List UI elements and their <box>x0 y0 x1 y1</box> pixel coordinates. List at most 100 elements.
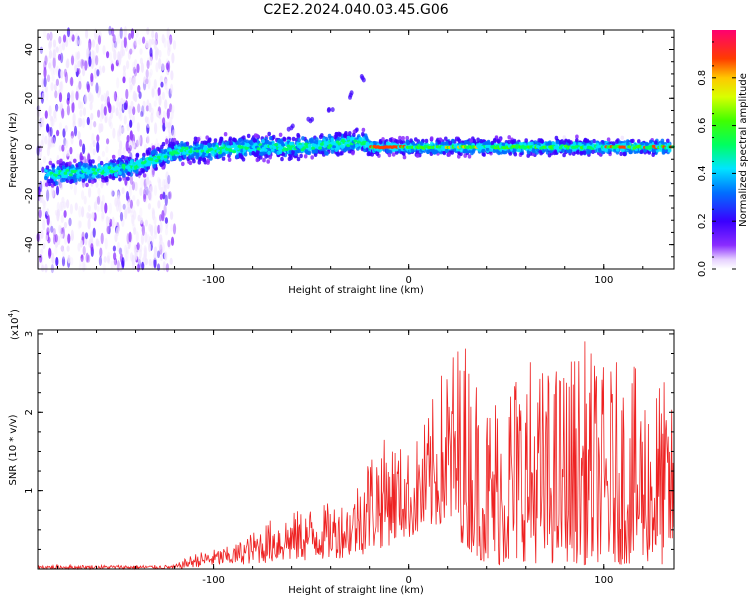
spectrogram-noise-cell <box>118 111 122 119</box>
spectrogram-noise-cell <box>148 242 152 253</box>
spectrogram-cell <box>260 151 264 157</box>
spectrogram-noise-cell <box>147 203 151 210</box>
spectrogram-ridge-cell <box>65 169 70 173</box>
spectrogram-noise-cell <box>52 134 56 144</box>
spectrogram-cell <box>45 165 50 170</box>
spectrogram-cell <box>197 160 202 165</box>
spectrogram-noise-cell <box>171 52 175 64</box>
spectrogram-ridge-cell <box>225 147 229 151</box>
spectrogram-noise-cell <box>146 59 150 70</box>
spectrogram-noise-cell <box>44 53 48 64</box>
spectrogram-cell <box>81 178 86 183</box>
spectrogram-noise-cell <box>105 90 110 98</box>
spectrogram-noise-cell <box>95 55 99 66</box>
spectrogram-noise-cell <box>61 41 66 51</box>
spectrogram-noise-cell <box>66 245 70 252</box>
colorbar-tick-label: 0.2 <box>697 213 708 229</box>
spectrogram-noise-cell <box>71 101 75 113</box>
spectrogram-cell <box>553 149 558 154</box>
spectrogram-noise-cell <box>55 185 60 196</box>
spectrogram-cell <box>615 139 619 144</box>
spectrogram-noise-cell <box>165 62 169 71</box>
spectrogram-cell <box>346 135 351 141</box>
spectrogram-cell <box>629 139 634 144</box>
spectrogram-noise-cell <box>70 92 74 104</box>
spectrogram-noise-cell <box>87 254 91 263</box>
snr-multiplier: (x104) <box>7 309 21 340</box>
spectrogram-noise-cell <box>96 195 101 205</box>
spectrogram-noise-cell <box>132 194 136 202</box>
spectrogram-noise-cell <box>128 184 132 197</box>
spectrogram-noise-cell <box>82 256 86 268</box>
spectrogram-noise-cell <box>157 200 161 209</box>
spectrogram-cell <box>82 162 86 168</box>
spectrogram-noise-cell <box>119 211 124 222</box>
spectrogram-noise-cell <box>63 210 67 218</box>
spectrogram-noise-cell <box>150 224 154 237</box>
spectrogram-cell <box>269 136 273 141</box>
spectrogram-noise-cell <box>159 193 163 200</box>
spectrogram-cell <box>278 132 283 137</box>
spectrogram-noise-cell <box>100 200 104 213</box>
colorbar-gradient <box>712 30 736 269</box>
spectrogram-cell <box>301 136 305 141</box>
spectrogram-cell <box>507 139 511 145</box>
spectrogram-cell <box>592 138 596 144</box>
spectrogram-noise-cell <box>88 187 92 198</box>
spectrogram-noise-cell <box>76 52 80 61</box>
spectrogram-noise-cell <box>42 219 46 231</box>
spectrogram-noise-cell <box>61 144 65 152</box>
spectrogram-cell <box>78 161 82 167</box>
spectrogram-cell <box>415 153 420 158</box>
spectrogram-noise-cell <box>81 59 86 67</box>
spectrogram-noise-cell <box>90 72 94 83</box>
spectrogram-cell <box>88 175 92 180</box>
spectrogram-ridge-cell <box>269 144 273 148</box>
spectrogram-noise-cell <box>106 51 110 59</box>
spectrogram-noise-cell <box>76 153 80 162</box>
spectrogram-cell <box>51 168 56 173</box>
spectrogram-noise-cell <box>168 131 172 139</box>
spectrogram-noise-cell <box>93 121 97 128</box>
spectrogram-noise-cell <box>167 121 171 129</box>
spectrogram-cell <box>604 148 609 153</box>
spectrogram-cell <box>178 157 183 162</box>
spectrogram-ridge-cell <box>170 152 175 156</box>
spectrogram-noise-cell <box>86 212 90 219</box>
spectrogram-noise-cell <box>54 233 58 243</box>
spectrogram-noise-cell <box>78 220 82 228</box>
spectrogram-noise-cell <box>77 60 81 68</box>
spectrogram-noise-cell <box>135 231 139 243</box>
spectrogram-noise-cell <box>48 59 53 72</box>
spectrogram-cell <box>264 154 268 159</box>
spectrogram-noise-cell <box>102 65 106 74</box>
spectrogram-cell <box>196 137 201 142</box>
spectrogram-noise-cell <box>60 230 64 239</box>
colorbar-tick-label: 0.8 <box>697 70 708 86</box>
spectrogram-noise-cell <box>123 26 127 38</box>
spectrogram-noise-cell <box>115 226 119 237</box>
spectrogram-noise-cell <box>75 91 79 101</box>
spectrogram-noise-cell <box>167 38 171 50</box>
spectrogram-noise-cell <box>40 248 44 255</box>
spectrogram-cell <box>562 140 566 145</box>
spectrogram-noise-cell <box>134 248 138 260</box>
spectrogram-cell <box>492 138 497 143</box>
spectrogram-noise-cell <box>67 233 71 244</box>
spectrogram-ridge-cell <box>311 146 315 150</box>
spectrogram-cell <box>44 182 49 187</box>
spectrogram-cell <box>334 147 339 152</box>
spectrogram-noise-cell <box>145 78 149 85</box>
spectrogram-noise-cell <box>63 137 67 147</box>
spectrogram-cell <box>205 135 209 140</box>
spectrogram-cell <box>469 138 474 143</box>
spectrogram-noise-cell <box>57 53 62 61</box>
spectrogram-cell <box>538 149 542 154</box>
spectrogram-noise-cell <box>46 208 50 216</box>
spectrogram-noise-cell <box>55 78 60 87</box>
spectrogram-noise-cell <box>59 180 63 189</box>
spectrogram-cell <box>246 133 251 139</box>
snr-ylabel: SNR (10 * v/v) <box>8 414 19 485</box>
spectrogram-cell <box>268 141 272 146</box>
spectrogram-noise-cell <box>129 81 133 93</box>
